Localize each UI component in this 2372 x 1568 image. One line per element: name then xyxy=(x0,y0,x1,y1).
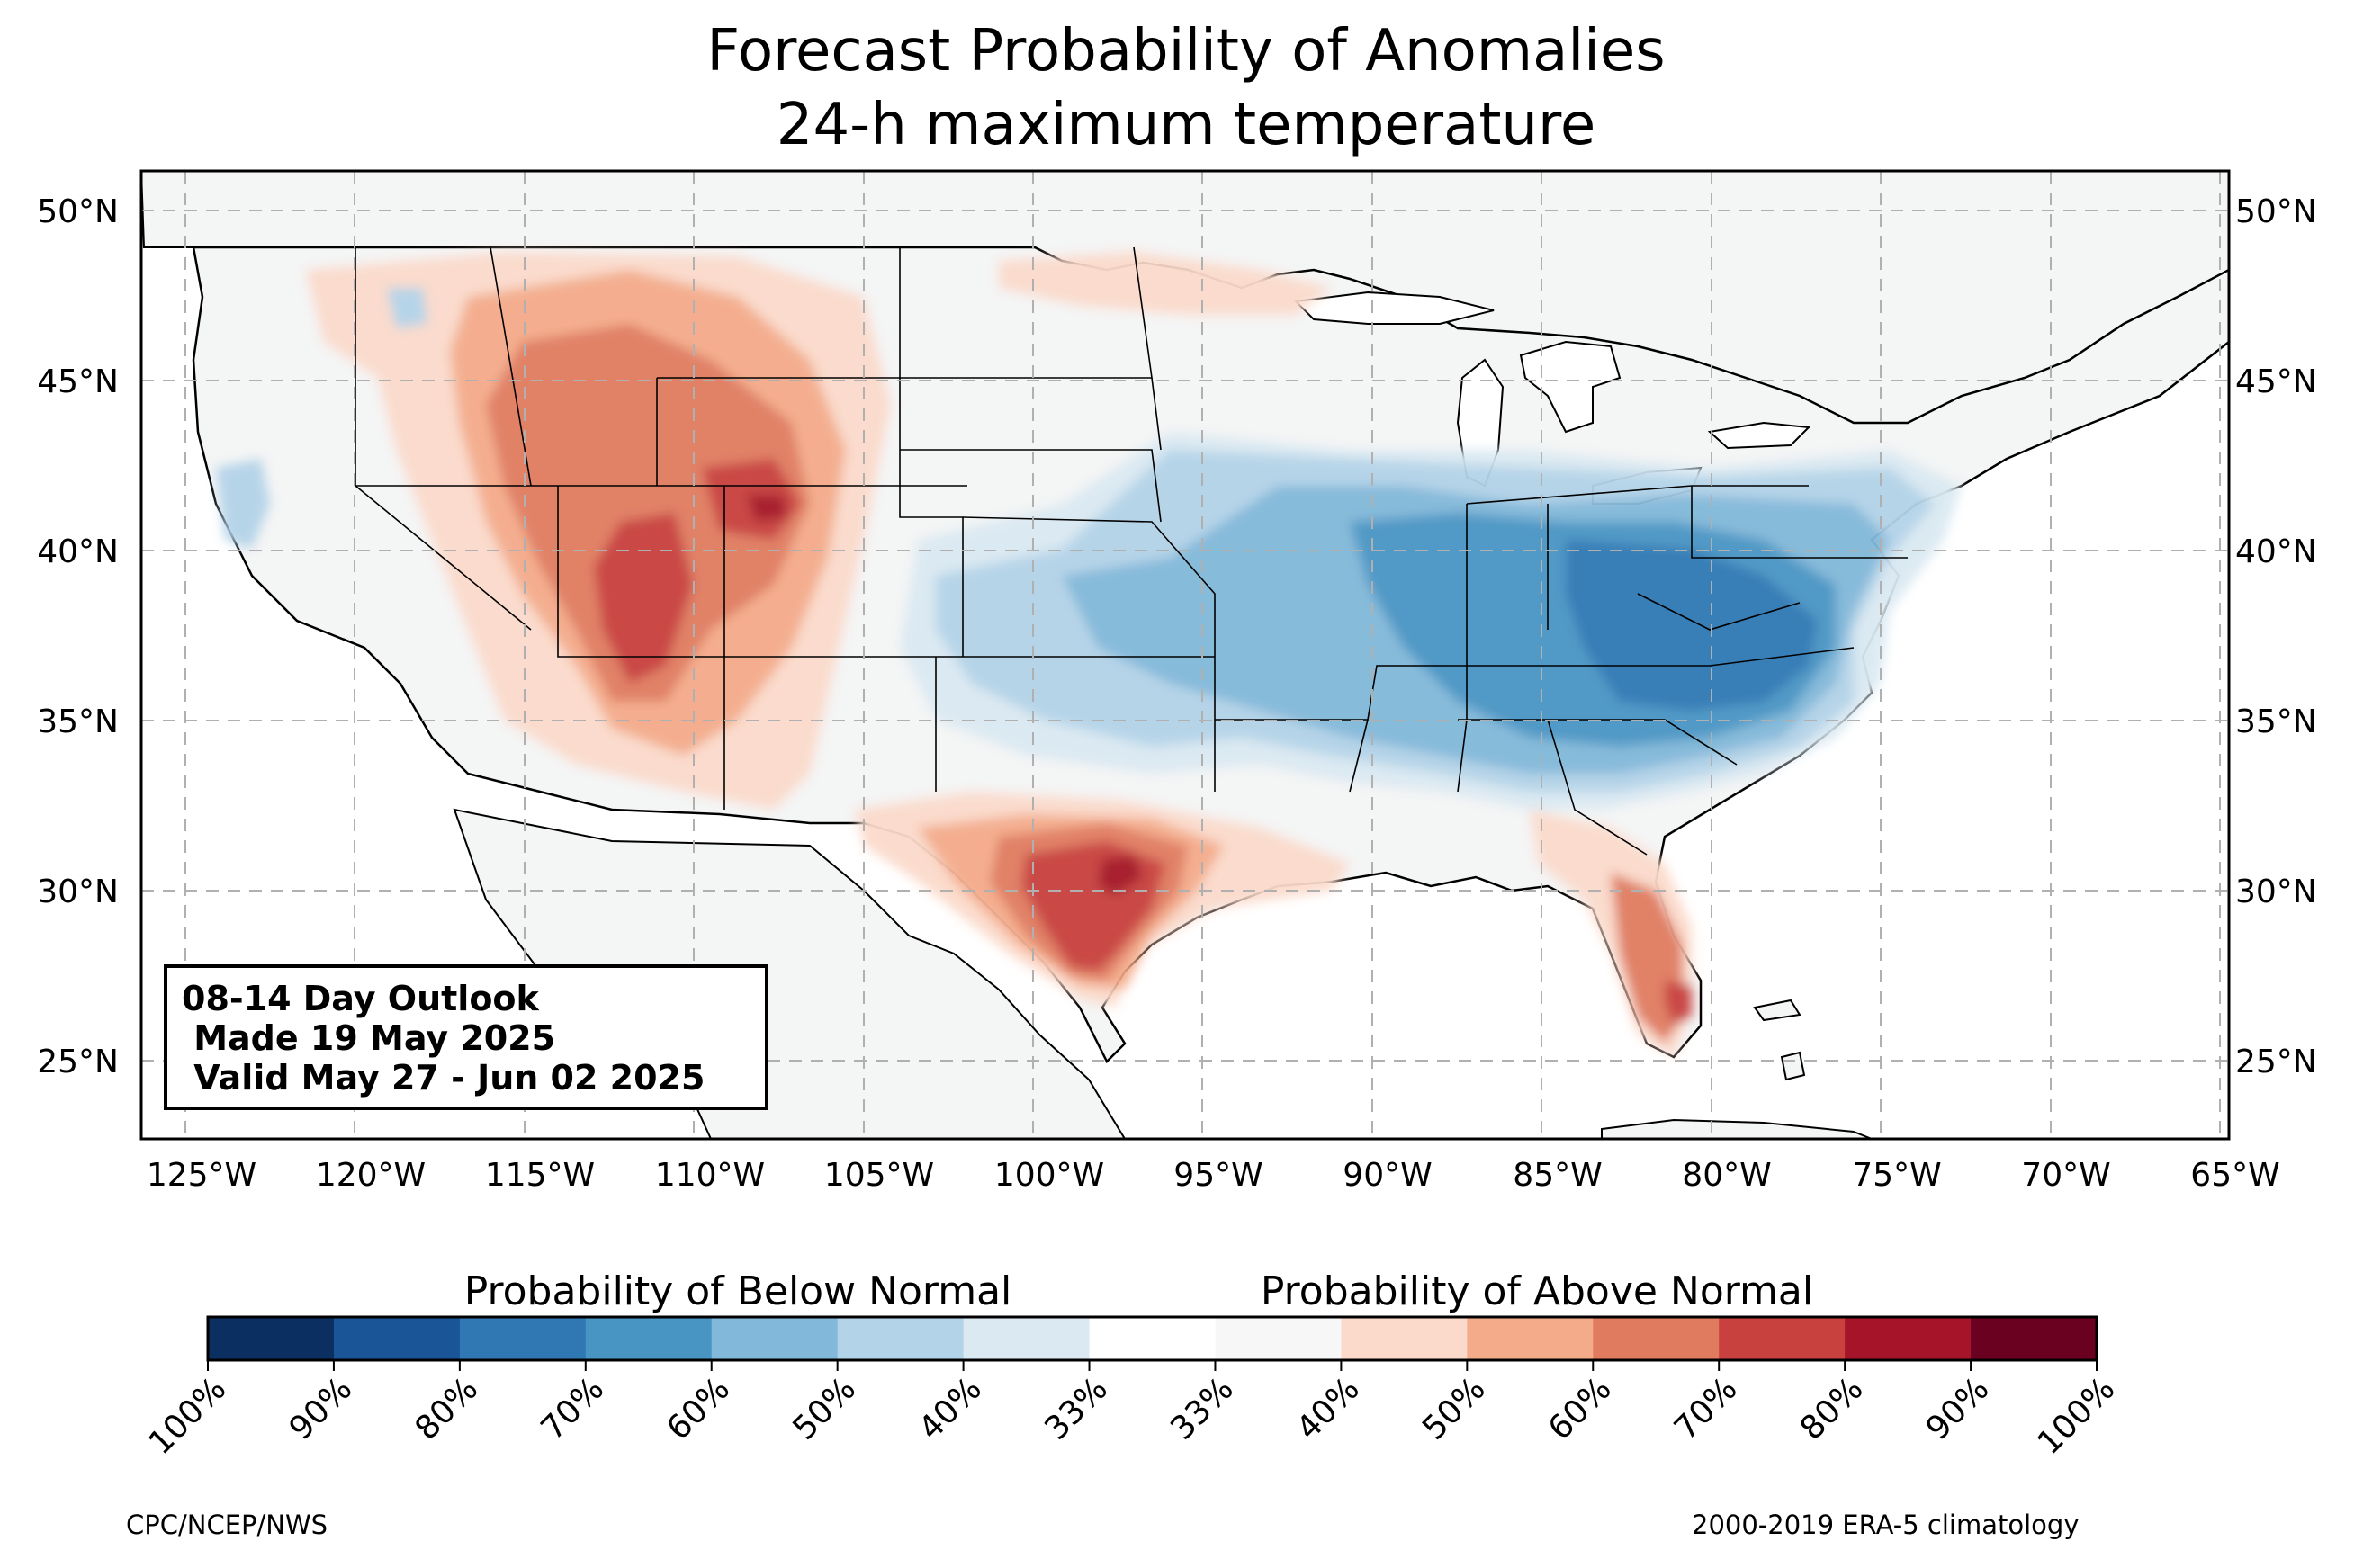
lat-tick-label: 25°N xyxy=(37,1044,119,1080)
colorbar-swatch xyxy=(1089,1317,1216,1360)
colorbar-swatch xyxy=(1845,1317,1972,1360)
lat-tick-labels-right: 50°N 45°N 40°N 35°N 30°N 25°N xyxy=(2235,193,2317,1080)
lat-tick-label: 35°N xyxy=(37,703,119,740)
map-layer xyxy=(141,171,2229,1139)
chart-subtitle: 24-h maximum temperature xyxy=(776,92,1596,158)
colorbar-tick-labels: 100% 90% 80% 70% 60% 50% 40% 33% 33% 40% 50% 60% 70%… xyxy=(142,1360,2123,1462)
lon-tick-label: 110°W xyxy=(655,1157,765,1194)
credit-agency: CPC/NCEP/NWS xyxy=(126,1510,328,1540)
lon-tick-label: 105°W xyxy=(824,1157,934,1194)
colorbar-tick-label: 90% xyxy=(1919,1370,1997,1447)
lon-tick-label: 65°W xyxy=(2190,1157,2279,1194)
lon-tick-label: 115°W xyxy=(485,1157,595,1194)
colorbar-tick-label: 100% xyxy=(142,1370,234,1462)
colorbar-frame xyxy=(206,1315,2098,1362)
colorbar-tick-label: 70% xyxy=(535,1370,612,1447)
lat-tick-label: 35°N xyxy=(2235,703,2317,740)
lat-tick-label: 25°N xyxy=(2235,1044,2317,1080)
above-33-north xyxy=(999,252,1332,315)
lon-tick-labels: 125°W 120°W 115°W 110°W 105°W 100°W 95°W… xyxy=(147,1157,2280,1194)
lat-tick-label: 45°N xyxy=(2235,363,2317,400)
colorbar-swatch xyxy=(208,1317,335,1360)
colorbar xyxy=(206,1315,2098,1362)
above-50-west xyxy=(486,324,810,702)
colorbar-tick-label: 50% xyxy=(1415,1370,1493,1447)
chart-title: Forecast Probability of Anomalies xyxy=(706,18,1666,85)
lon-tick-label: 120°W xyxy=(316,1157,426,1194)
colorbar-swatch xyxy=(837,1317,965,1360)
lon-tick-label: 125°W xyxy=(147,1157,256,1194)
colorbar-tick-label: 33% xyxy=(1038,1370,1115,1447)
colorbar-swatch xyxy=(963,1317,1091,1360)
colorbar-tick-label: 40% xyxy=(912,1370,989,1447)
colorbar-tick-label: 90% xyxy=(283,1370,360,1447)
colorbar-swatch xyxy=(1593,1317,1720,1360)
lon-tick-label: 80°W xyxy=(1682,1157,1771,1194)
outlook-period: 08-14 Day Outlook xyxy=(182,979,539,1018)
outlook-info-box: 08-14 Day Outlook Made 19 May 2025 Valid… xyxy=(164,964,768,1110)
cuba-land xyxy=(1601,1118,1873,1139)
colorbar-tick-label: 50% xyxy=(786,1370,863,1447)
colorbar-swatch xyxy=(1467,1317,1594,1360)
colorbar-tick-label: 33% xyxy=(1164,1370,1241,1447)
colorbar-swatch xyxy=(459,1317,587,1360)
lat-tick-label: 50°N xyxy=(2235,193,2317,230)
lon-tick-label: 95°W xyxy=(1173,1157,1262,1194)
colorbar-tick-label: 60% xyxy=(660,1370,738,1447)
lat-tick-label: 50°N xyxy=(37,193,119,230)
outlook-made-date: Made 19 May 2025 xyxy=(182,1018,556,1058)
lon-tick-label: 75°W xyxy=(1852,1157,1941,1194)
colorbar-below-label: Probability of Below Normal xyxy=(464,1268,1012,1314)
colorbar-swatch xyxy=(1341,1317,1468,1360)
colorbar-swatch xyxy=(711,1317,839,1360)
above-60-west xyxy=(594,459,801,684)
colorbar-tick-label: 80% xyxy=(409,1370,486,1447)
above-70-texas xyxy=(1098,855,1143,895)
above-60-florida xyxy=(1665,981,1692,1026)
lon-tick-label: 85°W xyxy=(1513,1157,1602,1194)
lat-tick-label: 30°N xyxy=(2235,874,2317,910)
above-70-west xyxy=(747,495,787,522)
colorbar-tick-label: 80% xyxy=(1793,1370,1871,1447)
colorbar-tick-label: 70% xyxy=(1667,1370,1745,1447)
below-70-east xyxy=(1566,540,1818,711)
forecast-shading xyxy=(216,252,1962,1057)
colorbar-swatch xyxy=(1971,1317,2098,1360)
lat-tick-labels-left: 50°N 45°N 40°N 35°N 30°N 25°N xyxy=(37,193,119,1080)
colorbar-swatch xyxy=(1215,1317,1342,1360)
colorbar-swatch xyxy=(585,1317,713,1360)
colorbar-swatch xyxy=(1719,1317,1846,1360)
colorbar-tick-label: 100% xyxy=(2031,1370,2123,1462)
outlook-valid-range: Valid May 27 - Jun 02 2025 xyxy=(182,1058,705,1098)
lat-tick-label: 40°N xyxy=(2235,533,2317,570)
colorbar-above-label: Probability of Above Normal xyxy=(1261,1268,1813,1314)
lon-tick-label: 90°W xyxy=(1343,1157,1432,1194)
lat-tick-label: 30°N xyxy=(37,874,119,910)
lon-tick-label: 70°W xyxy=(2021,1157,2110,1194)
colorbar-swatch xyxy=(333,1317,461,1360)
map-gridlines xyxy=(141,171,2229,1139)
colorbar-tick-label: 40% xyxy=(1289,1370,1367,1447)
credit-climatology: 2000-2019 ERA-5 climatology xyxy=(1692,1510,2080,1540)
lat-tick-label: 40°N xyxy=(37,533,119,570)
lon-tick-label: 100°W xyxy=(994,1157,1104,1194)
lat-tick-label: 45°N xyxy=(37,363,119,400)
colorbar-tick-label: 60% xyxy=(1541,1370,1619,1447)
map-frame xyxy=(139,169,2231,1141)
below-40-pacific xyxy=(216,288,427,549)
